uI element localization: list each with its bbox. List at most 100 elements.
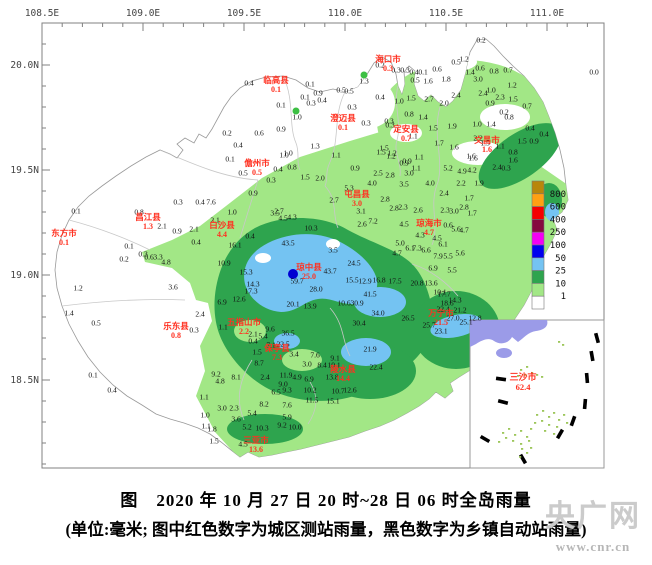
station-value: 13.8 (325, 373, 338, 382)
station-value: 10.3 (255, 424, 268, 433)
station-value: 34.0 (371, 309, 384, 318)
station-value: 0.9 (350, 164, 360, 173)
station-value: 2.1 (248, 330, 258, 339)
station-value: 8.4 (317, 361, 327, 370)
city-value: 14.4 (336, 374, 350, 383)
station-value: 2.1 (189, 225, 199, 234)
station-value: 10.0 (288, 423, 301, 432)
station-value: 4.3 (287, 213, 297, 222)
station-value: 0.5 (91, 319, 101, 328)
station-value: 0.6 (144, 253, 154, 262)
station-value: 1.5 (209, 437, 219, 446)
station-value: 0.2 (119, 255, 129, 264)
city-name: 海口市 (375, 54, 401, 64)
station-value: 6.9 (304, 375, 314, 384)
city-name: 琼中县 (296, 262, 322, 272)
station-value: 0.4 (191, 238, 201, 247)
station-value: 0.4 (273, 165, 283, 174)
station-value: 0.8 (504, 113, 514, 122)
station-value: 20.8 (410, 279, 423, 288)
legend-swatch (531, 257, 545, 271)
station-value: 21.2 (453, 306, 466, 315)
city-name: 白沙县 (209, 220, 235, 230)
station-value: 1.0 (394, 97, 404, 106)
region-blue-east-coast (545, 203, 559, 221)
station-value: 0.9 (248, 189, 258, 198)
station-value: 4.5 (399, 220, 409, 229)
station-value: 59.7 (290, 277, 303, 286)
station-value: 1.2 (459, 55, 469, 64)
axis-labels: 108.5E 109.0E 109.5E 110.0E 110.5E 111.0E 20.0… (10, 8, 564, 386)
watermark-url: www.cnr.cn (555, 539, 631, 554)
island-speck (541, 376, 544, 378)
city-name: 定安县 (392, 124, 419, 134)
station-value: 0.9 (402, 157, 412, 166)
inset-hainan-silhouette (470, 320, 548, 347)
station-value: 22.4 (436, 305, 449, 314)
station-value: 5.0 (395, 239, 405, 248)
region-white-oval-1 (255, 253, 271, 263)
station-value: 0.1 (225, 155, 235, 164)
island-speck (558, 341, 561, 343)
station-value: 1.0 (227, 208, 237, 217)
island-speck (531, 372, 534, 374)
city-name: 乐东县 (163, 321, 189, 331)
station-value: 23.1 (434, 327, 447, 336)
station-value: 4.9 (457, 167, 467, 176)
station-value: 0.2 (375, 61, 385, 70)
city-value: 4.7 (424, 228, 434, 237)
station-value: 1.5 (480, 139, 490, 148)
inset-island-blob (496, 348, 512, 358)
station-value: 5.5 (447, 266, 457, 275)
station-value: 17.7 (437, 290, 450, 299)
station-value: 22.4 (369, 363, 382, 372)
legend-value: 600 (550, 203, 566, 213)
station-value: 0.3 (189, 326, 199, 335)
station-value: 36.5 (281, 329, 294, 338)
rainfall-legend: 800 600 400 250 100 50 25 10 1 (531, 180, 566, 310)
region-lightgreen-hole-1 (282, 349, 322, 371)
x-axis-label: 108.5E (25, 8, 60, 19)
station-value: 1.0 (200, 411, 210, 420)
station-value: 5.4 (258, 332, 268, 341)
station-value: 10.1 (327, 361, 340, 370)
station-value: 2.4 (260, 373, 270, 382)
island-speck (548, 416, 551, 418)
station-value: 0.2 (499, 108, 509, 117)
island-speck (520, 430, 523, 432)
station-value: 1.2 (386, 152, 396, 161)
station-value: 3.0 (302, 360, 312, 369)
legend-value: 400 (550, 215, 566, 225)
x-axis-label: 110.5E (429, 8, 464, 19)
station-value: 7.1 (266, 341, 276, 350)
station-value: 2.7 (424, 95, 434, 104)
inset-city-name: 三沙市 (509, 371, 536, 382)
station-value: 0.5 (336, 86, 346, 95)
station-value: 24.5 (347, 259, 360, 268)
station-value: 1.1 (411, 164, 421, 173)
island-speck (558, 419, 561, 421)
station-value: 2.0 (439, 99, 449, 108)
station-value: 0.5 (410, 76, 420, 85)
station-value: 9.2 (211, 370, 221, 379)
station-value: 2.8 (389, 204, 399, 213)
station-value: 4.5 (278, 214, 288, 223)
y-axis-label: 19.0N (10, 270, 39, 281)
island-speck (526, 436, 529, 438)
city-name: 昌江县 (135, 212, 161, 222)
station-value: 1.5 (252, 348, 262, 357)
island-speck (519, 456, 522, 458)
station-value: 1.8 (441, 75, 451, 84)
station-value: 2.1 (210, 216, 220, 225)
station-value: 1.7 (467, 209, 477, 218)
city-name: 琼海市 (416, 218, 442, 228)
station-value: 16.8 (372, 276, 385, 285)
station-value: 0.1 (88, 371, 98, 380)
station-value: 0.3 (400, 66, 410, 75)
island-speck (520, 369, 523, 371)
station-value: 2.6 (357, 220, 367, 229)
island-speck (520, 443, 523, 445)
city-name: 五指山市 (227, 317, 262, 327)
legend-value: 50 (555, 254, 566, 264)
region-white-wenchang-1 (480, 104, 530, 130)
